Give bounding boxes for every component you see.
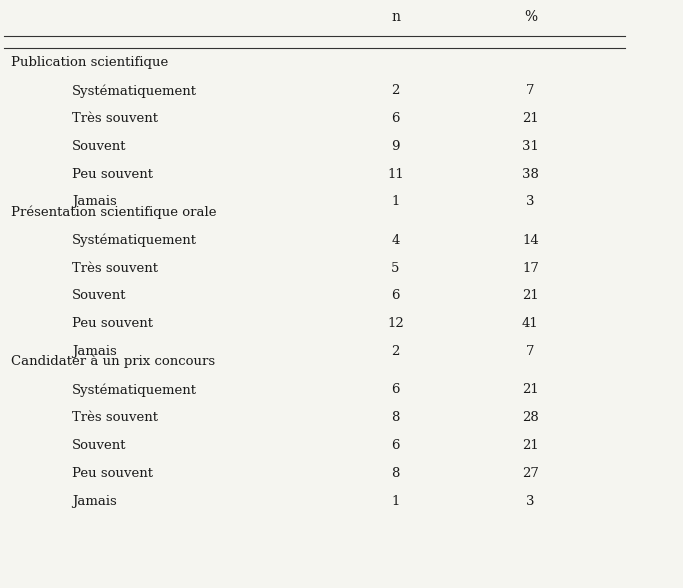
Text: 14: 14	[522, 233, 539, 247]
Text: 12: 12	[387, 317, 404, 330]
Text: %: %	[524, 11, 537, 25]
Text: 41: 41	[522, 317, 539, 330]
Text: 38: 38	[522, 168, 539, 181]
Text: Systématiquement: Systématiquement	[72, 84, 197, 98]
Text: 8: 8	[391, 411, 400, 424]
Text: 6: 6	[391, 383, 400, 396]
Text: 2: 2	[391, 345, 400, 358]
Text: Candidater à un prix concours: Candidater à un prix concours	[11, 355, 215, 369]
Text: 7: 7	[526, 84, 535, 97]
Text: Souvent: Souvent	[72, 439, 126, 452]
Text: 8: 8	[391, 467, 400, 480]
Text: Présentation scientifique orale: Présentation scientifique orale	[11, 206, 217, 219]
Text: 6: 6	[391, 112, 400, 125]
Text: Très souvent: Très souvent	[72, 112, 158, 125]
Text: Jamais: Jamais	[72, 195, 116, 209]
Text: Très souvent: Très souvent	[72, 262, 158, 275]
Text: Peu souvent: Peu souvent	[72, 168, 152, 181]
Text: 7: 7	[526, 345, 535, 358]
Text: Jamais: Jamais	[72, 495, 116, 507]
Text: Systématiquement: Systématiquement	[72, 383, 197, 397]
Text: 1: 1	[391, 195, 400, 209]
Text: 17: 17	[522, 262, 539, 275]
Text: 6: 6	[391, 289, 400, 302]
Text: 6: 6	[391, 439, 400, 452]
Text: 1: 1	[391, 495, 400, 507]
Text: 5: 5	[391, 262, 400, 275]
Text: n: n	[391, 11, 400, 25]
Text: 21: 21	[522, 112, 539, 125]
Text: Très souvent: Très souvent	[72, 411, 158, 424]
Text: 2: 2	[391, 84, 400, 97]
Text: Souvent: Souvent	[72, 289, 126, 302]
Text: 11: 11	[387, 168, 404, 181]
Text: 28: 28	[522, 411, 539, 424]
Text: Publication scientifique: Publication scientifique	[11, 56, 168, 69]
Text: Jamais: Jamais	[72, 345, 116, 358]
Text: 9: 9	[391, 140, 400, 153]
Text: 4: 4	[391, 233, 400, 247]
Text: 21: 21	[522, 383, 539, 396]
Text: Systématiquement: Systématiquement	[72, 233, 197, 247]
Text: 31: 31	[522, 140, 539, 153]
Text: 21: 21	[522, 289, 539, 302]
Text: 3: 3	[526, 495, 535, 507]
Text: 21: 21	[522, 439, 539, 452]
Text: 3: 3	[526, 195, 535, 209]
Text: Peu souvent: Peu souvent	[72, 467, 152, 480]
Text: Peu souvent: Peu souvent	[72, 317, 152, 330]
Text: 27: 27	[522, 467, 539, 480]
Text: Souvent: Souvent	[72, 140, 126, 153]
